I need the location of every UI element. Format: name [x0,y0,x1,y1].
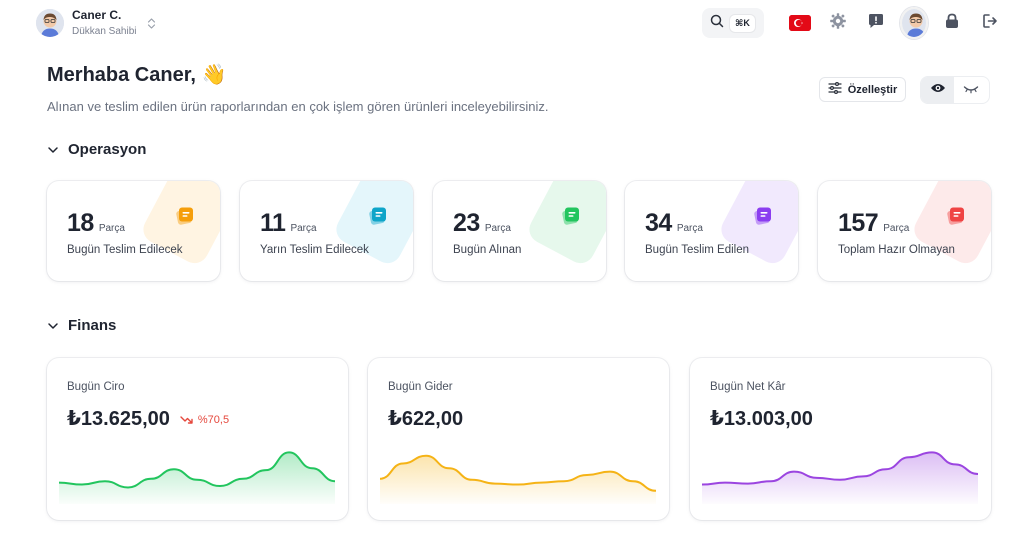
package-icon [945,205,967,227]
finance-sparkline [702,451,978,504]
package-icon [560,205,582,227]
finance-amount: ₺13.625,00 [67,408,170,430]
sliders-icon [828,82,842,97]
user-menu[interactable]: Caner C. Dükkan Sahibi [36,8,156,38]
operation-label: Bugün Alınan [453,244,522,256]
gear-icon [829,12,847,35]
eye-closed-icon [963,81,979,99]
lock-button[interactable] [938,9,966,37]
finance-card[interactable]: Bugün Gider ₺622,00 [368,358,669,520]
section-title-operations: Operasyon [68,141,147,158]
package-icon [752,205,774,227]
operation-card[interactable]: 157 Parça Toplam Hazır Olmayan [818,181,991,281]
finance-delta-value: %70,5 [197,414,230,426]
operation-label: Toplam Hazır Olmayan [838,244,955,256]
page-subtitle: Alınan ve teslim edilen ürün raporlarınd… [47,99,549,114]
operation-unit: Parça [484,223,511,234]
sparkline-area [702,452,978,504]
operation-card[interactable]: 34 Parça Bugün Teslim Edilen [625,181,798,281]
package-icon [367,205,389,227]
logout-button[interactable] [976,9,1004,37]
operation-card[interactable]: 11 Parça Yarın Teslim Edilecek [240,181,413,281]
operation-count: 18 [67,209,94,237]
user-role: Dükkan Sahibi [72,25,137,37]
avatar [36,9,64,38]
finance-sparkline [380,454,656,504]
finance-card[interactable]: Bugün Ciro ₺13.625,00 %70,5 [47,358,348,520]
sparkline-area [380,455,656,504]
alert-message-icon [867,12,885,35]
operation-count: 34 [645,209,672,237]
hide-values-button[interactable] [954,77,987,103]
lock-icon [943,12,961,35]
finance-amount: ₺622,00 [388,408,464,430]
operation-unit: Parça [676,223,703,234]
package-icon [174,205,196,227]
operation-unit: Parça [98,223,125,234]
operation-label: Bugün Teslim Edilen [645,244,749,256]
operation-count: 23 [453,209,480,237]
profile-button[interactable] [900,7,928,39]
finance-label: Bugün Gider [388,381,453,393]
page-title: Merhaba Caner, 👋 [47,64,227,86]
chevron-up-down-icon [146,16,156,30]
turkey-flag-icon [789,15,811,31]
show-values-button[interactable] [921,77,954,103]
finance-label: Bugün Ciro [67,381,125,393]
eye-icon [930,81,946,99]
section-title-finance: Finans [68,317,117,334]
operation-label: Yarın Teslim Edilecek [260,244,369,256]
finance-label: Bugün Net Kâr [710,381,786,393]
finance-amount: ₺13.003,00 [710,408,813,430]
sparkline-line [702,451,978,486]
finance-section-toggle[interactable]: Finans [47,317,116,334]
customize-label: Özelleştir [847,83,898,96]
sparkline-line [59,451,335,489]
top-bar: Caner C. Dükkan Sahibi ⌘K [0,0,1024,50]
user-name: Caner C. [72,8,122,22]
operations-section-toggle[interactable]: Operasyon [47,141,146,158]
operation-card[interactable]: 23 Parça Bugün Alınan [433,181,606,281]
settings-button[interactable] [824,9,852,37]
sparkline-line [380,454,656,492]
operation-unit: Parça [290,223,317,234]
chevron-down-icon [47,141,59,158]
operation-label: Bugün Teslim Edilecek [67,244,183,256]
visibility-toggle [920,76,990,104]
operation-count: 11 [260,209,286,237]
language-button[interactable] [786,9,814,37]
shortcut-badge: ⌘K [730,14,755,32]
operation-card[interactable]: 18 Parça Bugün Teslim Edilecek [47,181,220,281]
feedback-button[interactable] [862,9,890,37]
chevron-down-icon [47,317,59,334]
operation-unit: Parça [883,223,910,234]
search-icon [710,14,724,33]
finance-delta: %70,5 [180,414,229,426]
finance-card[interactable]: Bugün Net Kâr ₺13.003,00 [690,358,991,520]
sparkline-area [59,452,335,504]
trend-down-icon [180,416,193,424]
logout-icon [981,12,999,35]
operation-count: 157 [838,209,879,237]
finance-sparkline [59,451,335,504]
customize-button[interactable]: Özelleştir [819,77,906,102]
profile-avatar [900,7,928,39]
search-button[interactable]: ⌘K [702,8,764,38]
